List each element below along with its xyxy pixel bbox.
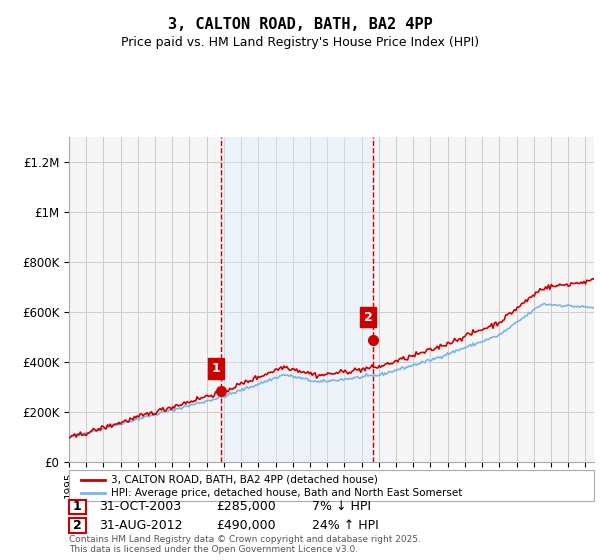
Text: Contains HM Land Registry data © Crown copyright and database right 2025.
This d: Contains HM Land Registry data © Crown c… (69, 535, 421, 554)
Text: 1: 1 (73, 500, 82, 514)
Text: 31-AUG-2012: 31-AUG-2012 (99, 519, 182, 532)
Text: 2: 2 (364, 311, 373, 324)
Text: 3, CALTON ROAD, BATH, BA2 4PP: 3, CALTON ROAD, BATH, BA2 4PP (167, 17, 433, 32)
Text: £490,000: £490,000 (216, 519, 275, 532)
Text: £285,000: £285,000 (216, 500, 276, 514)
Text: 3, CALTON ROAD, BATH, BA2 4PP (detached house): 3, CALTON ROAD, BATH, BA2 4PP (detached … (111, 475, 378, 485)
Text: HPI: Average price, detached house, Bath and North East Somerset: HPI: Average price, detached house, Bath… (111, 488, 463, 498)
Text: 7% ↓ HPI: 7% ↓ HPI (312, 500, 371, 514)
Text: 2: 2 (73, 519, 82, 532)
Text: 24% ↑ HPI: 24% ↑ HPI (312, 519, 379, 532)
Text: 1: 1 (211, 362, 220, 375)
Bar (221, 137, 373, 462)
Text: 31-OCT-2003: 31-OCT-2003 (99, 500, 181, 514)
Text: Price paid vs. HM Land Registry's House Price Index (HPI): Price paid vs. HM Land Registry's House … (121, 36, 479, 49)
